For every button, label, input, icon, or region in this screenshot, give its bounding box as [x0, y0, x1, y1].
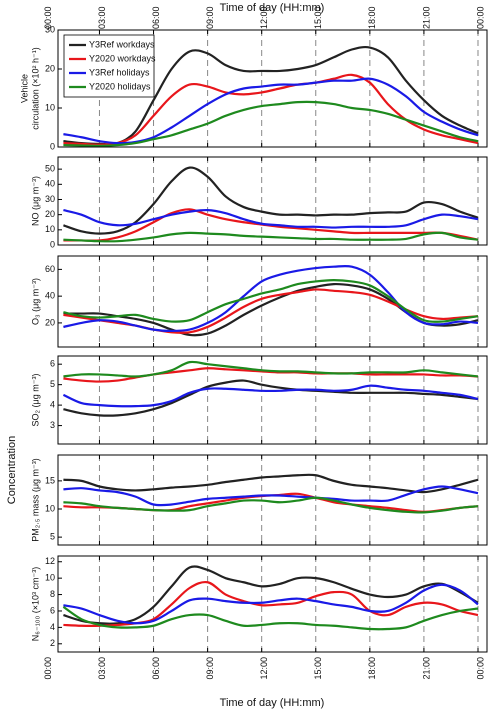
plot-frame — [57, 355, 488, 445]
series-line — [63, 278, 479, 323]
bottom-x-tick-label: 06:00 — [151, 657, 161, 680]
top-x-tick-label: 03:00 — [97, 6, 107, 29]
legend-label: Y3Ref workdays — [89, 39, 155, 49]
top-x-tick-label: 21:00 — [421, 6, 431, 29]
top-x-tick-label: 00:00 — [43, 6, 53, 29]
plot-frame — [57, 454, 488, 546]
y-tick-label: 0 — [50, 141, 55, 151]
top-x-tick-label: 00:00 — [475, 6, 485, 29]
y-tick-label: 20 — [45, 209, 55, 219]
legend-label: Y3Ref holidays — [89, 67, 150, 77]
bottom-x-tick-label: 12:00 — [259, 657, 269, 680]
bottom-x-tick-label: 00:00 — [43, 657, 53, 680]
bottom-x-tick-label: 09:00 — [205, 657, 215, 680]
y-tick-label: 0 — [50, 239, 55, 249]
top-x-tick-label: 06:00 — [151, 6, 161, 29]
y-axis-label: N₆₋₁₀₀ (×10³ cm⁻³) — [30, 567, 40, 641]
y-tick-label: 50 — [45, 164, 55, 174]
series-line — [63, 583, 479, 625]
series-line — [63, 485, 479, 507]
series-line — [63, 231, 479, 243]
series-line — [63, 379, 479, 417]
y-tick-label: 4 — [50, 622, 55, 632]
bottom-x-axis-title: Time of day (HH:mm) — [220, 697, 325, 709]
group-y-label: Concentration — [6, 436, 18, 505]
y-tick-label: 5 — [50, 379, 55, 389]
legend-label: Y2020 workdays — [89, 53, 156, 63]
y-tick-label: 60 — [45, 264, 55, 274]
legend-label: Y2020 holidays — [89, 81, 151, 91]
y-tick-label: 2 — [50, 638, 55, 648]
bottom-x-tick-label: 18:00 — [367, 657, 377, 680]
y-axis-label: PM₂.₅ mass (μg m⁻³) — [30, 458, 40, 542]
y-tick-label: 6 — [50, 605, 55, 615]
y-tick-label: 30 — [45, 24, 55, 34]
y-tick-label: 12 — [45, 556, 55, 566]
y-tick-label: 5 — [50, 532, 55, 542]
series-line — [63, 208, 479, 229]
y-tick-label: 10 — [45, 102, 55, 112]
series-line — [62, 384, 479, 408]
y-tick-label: 10 — [45, 224, 55, 234]
series-line — [63, 45, 479, 146]
series-line — [62, 605, 479, 631]
top-x-tick-label: 09:00 — [205, 6, 215, 29]
bottom-x-tick-label: 00:00 — [475, 657, 485, 680]
y-tick-label: 3 — [50, 420, 55, 430]
y-tick-label: 10 — [45, 573, 55, 583]
y-tick-label: 20 — [45, 317, 55, 327]
series-line — [63, 496, 479, 514]
series-line — [63, 100, 479, 147]
plot-frame — [57, 29, 488, 148]
bottom-x-tick-label: 21:00 — [421, 657, 431, 680]
bottom-x-tick-label: 03:00 — [97, 657, 107, 680]
bottom-x-tick-label: 15:00 — [313, 657, 323, 680]
y-tick-label: 40 — [45, 291, 55, 301]
y-tick-label: 20 — [45, 63, 55, 73]
y-axis-label: SO₂ (μg m⁻³) — [30, 374, 40, 427]
plot-frame — [57, 255, 488, 348]
series-line — [63, 264, 479, 333]
series-line — [63, 473, 479, 494]
y-axis-label: circulation (×10² h⁻¹) — [30, 47, 40, 130]
plot-frame — [57, 555, 488, 653]
y-axis-label: Vehicle — [19, 74, 29, 103]
y-tick-label: 30 — [45, 194, 55, 204]
y-tick-label: 40 — [45, 179, 55, 189]
top-x-axis-title: Time of day (HH:mm) — [220, 2, 325, 14]
y-tick-label: 15 — [45, 475, 55, 485]
y-tick-label: 10 — [45, 503, 55, 513]
top-x-tick-label: 12:00 — [259, 6, 269, 29]
series-line — [63, 288, 479, 334]
series-line — [63, 565, 479, 625]
top-x-tick-label: 18:00 — [367, 6, 377, 29]
series-line — [63, 580, 479, 627]
y-tick-label: 6 — [50, 359, 55, 369]
y-tick-label: 4 — [50, 399, 55, 409]
top-x-tick-label: 15:00 — [313, 6, 323, 29]
y-axis-label: NO (μg m⁻³) — [30, 176, 40, 226]
y-axis-label: O₃ (μg m⁻³) — [30, 278, 40, 325]
plot-frame — [57, 156, 488, 246]
series-line — [63, 77, 479, 145]
series-line — [63, 360, 479, 378]
y-tick-label: 8 — [50, 589, 55, 599]
